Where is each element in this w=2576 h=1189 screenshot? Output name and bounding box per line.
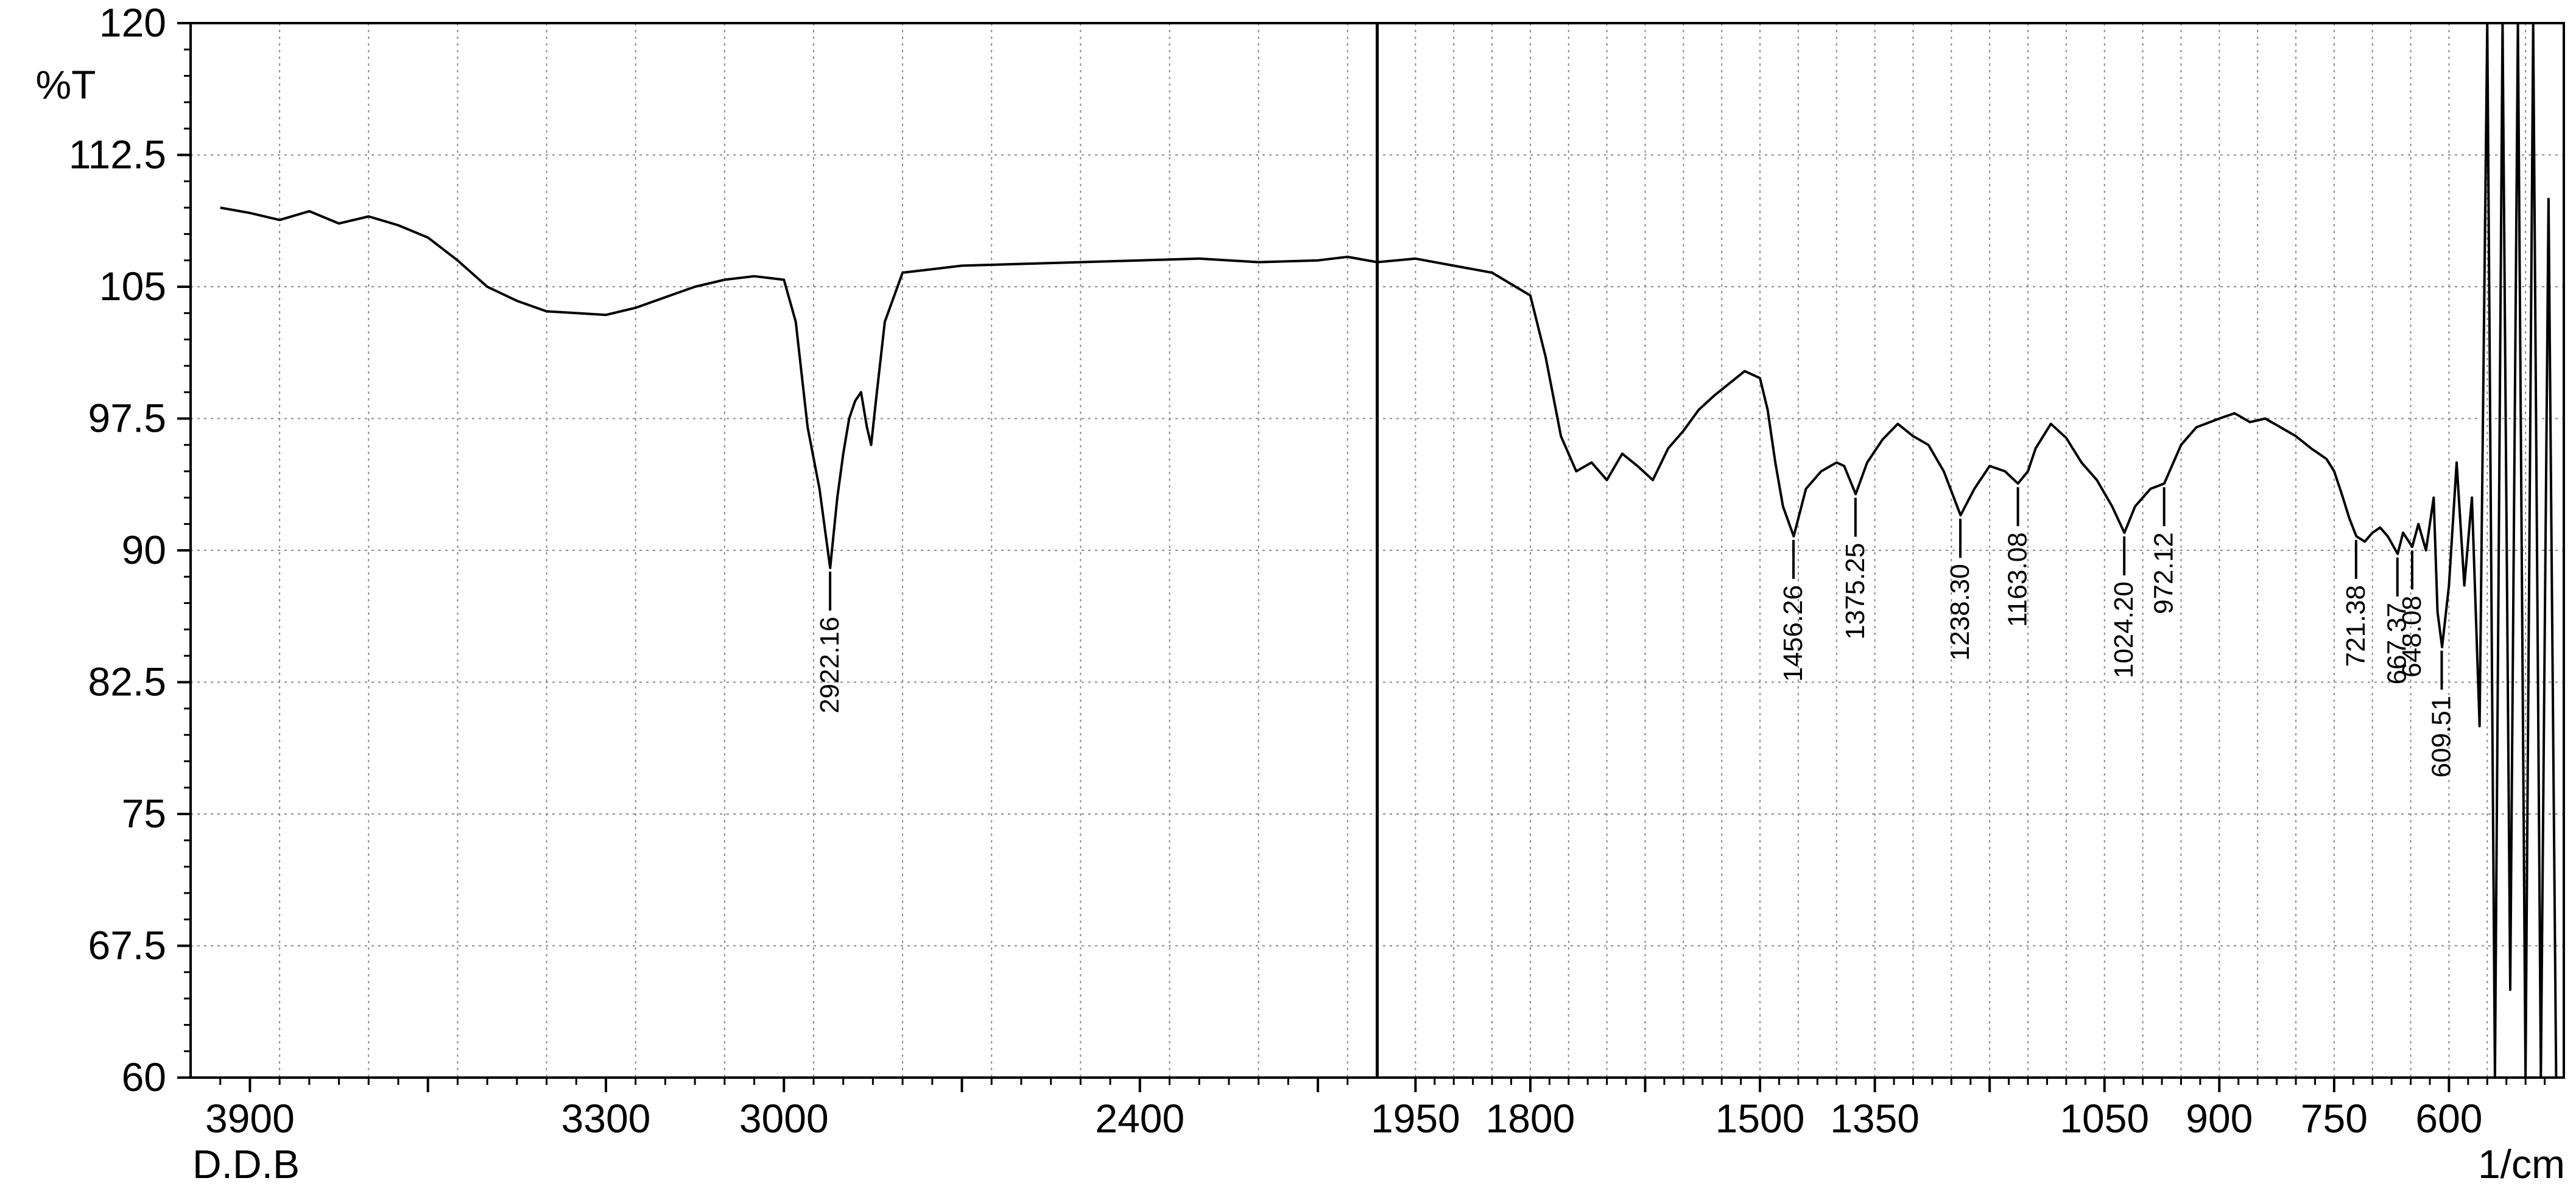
x-tick-label: 3300 [561,1096,651,1141]
grid-layer [191,23,2564,1078]
peak-label: 1238.30 [1945,564,1975,661]
series-layer [220,22,2558,1079]
x-tick-label: 2400 [1095,1096,1184,1141]
y-tick-label: 75 [122,791,166,836]
x-unit-label: 1/cm [2478,1142,2565,1187]
y-axis-label: %T [36,62,96,107]
x-tick-label: 1500 [1716,1096,1805,1141]
x-tick-label: 600 [2415,1096,2482,1141]
peak-label: 648.08 [2397,595,2427,678]
x-tick-label: 1950 [1371,1096,1460,1141]
y-tick-label: 60 [122,1054,166,1100]
peak-label: 721.38 [2341,585,2371,667]
y-tick-label: 120 [99,0,166,45]
x-tick-label: 3900 [205,1096,295,1141]
peak-label: 1375.25 [1840,543,1870,640]
y-tick-label: 97.5 [88,396,166,441]
x-tick-label: 750 [2301,1096,2368,1141]
peak-label: 972.12 [2149,532,2179,614]
peak-label: 609.51 [2426,696,2456,778]
x-tick-label: 900 [2186,1096,2253,1141]
x-tick-label: 1350 [1830,1096,1920,1141]
y-tick-label: 67.5 [88,923,166,968]
sample-label: D.D.B [192,1142,300,1187]
peak-label: 1163.08 [2003,532,2033,627]
spectrum-line [220,22,2558,1079]
x-tick-label: 3000 [739,1096,829,1141]
tick-layer: 120 112.5 105 97.5 90 82.5 75 67.5 60 3900 3300 300… [69,0,2546,1141]
y-tick-label: 82.5 [88,659,166,704]
y-tick-label: 105 [99,264,166,309]
peak-label: 1456.26 [1778,585,1808,682]
peak-label: 667.37 [2382,603,2412,685]
y-tick-label: 112.5 [69,132,166,177]
peak-label: 1024.20 [2109,581,2139,678]
peak-layer: 2922.16 1456.26 1375.25 1238.30 1163.08 1024.… [815,487,2456,777]
label-layer: %T D.D.B 1/cm [36,62,2566,1187]
x-tick-label: 1050 [2060,1096,2149,1141]
x-tick-label: 1800 [1486,1096,1575,1141]
peak-label: 2922.16 [815,617,845,714]
y-tick-label: 90 [122,527,166,572]
